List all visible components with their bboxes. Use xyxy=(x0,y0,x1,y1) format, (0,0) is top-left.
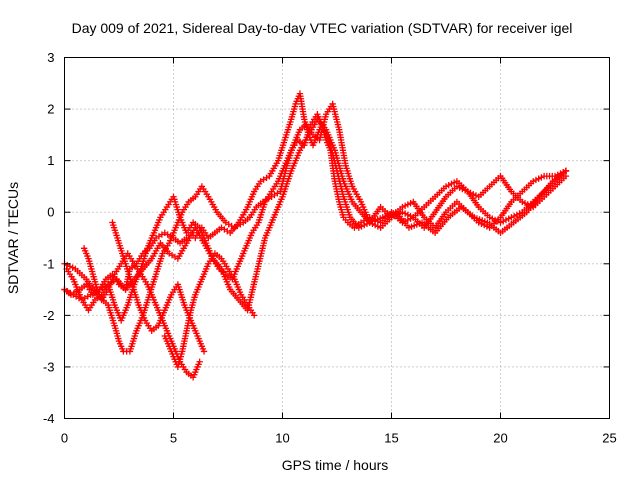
series-arc-7 xyxy=(161,250,258,371)
chart-title: Day 009 of 2021, Sidereal Day-to-day VTE… xyxy=(72,20,573,36)
y-tick-label: -2 xyxy=(43,308,55,323)
x-tick-label: 0 xyxy=(61,431,68,446)
y-tick-label: 1 xyxy=(47,153,54,168)
series-arc-4 xyxy=(61,116,570,314)
x-tick-label: 20 xyxy=(493,431,507,446)
x-tick-label: 25 xyxy=(602,431,616,446)
data-point xyxy=(200,348,208,355)
x-axis-label: GPS time / hours xyxy=(282,457,389,473)
x-tick-label: 5 xyxy=(170,431,177,446)
plot-frame xyxy=(64,57,610,419)
series-arc-6 xyxy=(109,219,208,355)
y-tick-label: -1 xyxy=(43,256,55,271)
y-tick-label: 2 xyxy=(47,102,54,117)
series-arc-3 xyxy=(61,100,570,355)
data-point xyxy=(250,312,258,319)
axis-ticks: 0 5 10 15 20 25 -4 -3 -2 -1 0 1 2 3 xyxy=(43,50,617,446)
y-axis-label: SDTVAR / TECUs xyxy=(5,182,21,294)
y-tick-label: -3 xyxy=(43,359,55,374)
data-point xyxy=(562,167,570,175)
data-point xyxy=(196,358,203,365)
y-tick-label: 3 xyxy=(47,50,54,65)
x-tick-label: 15 xyxy=(384,431,398,446)
y-tick-label: 0 xyxy=(47,205,54,220)
x-tick-label: 10 xyxy=(275,431,289,446)
data-marks xyxy=(61,90,570,381)
y-tick-label: -4 xyxy=(43,411,55,426)
